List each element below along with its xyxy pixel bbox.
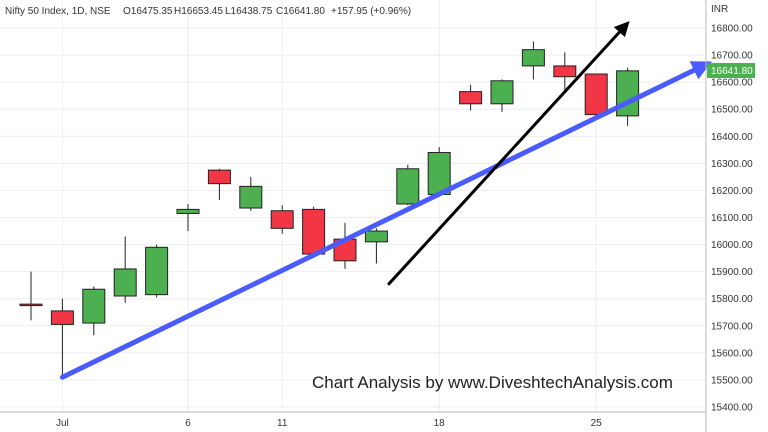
x-tick-label: Jul (56, 418, 69, 429)
candle (50, 298, 74, 378)
candle-body-down (553, 65, 577, 78)
candle (490, 79, 514, 112)
y-tick-label: 15900.00 (711, 267, 753, 278)
y-tick-label: 16100.00 (711, 213, 753, 224)
y-tick-label: 16300.00 (711, 159, 753, 170)
y-tick-label: 16000.00 (711, 240, 753, 251)
candle-body-down (270, 210, 294, 229)
y-tick-label: 16400.00 (711, 132, 753, 143)
candle-body-up (616, 70, 640, 117)
candle (176, 203, 200, 232)
y-tick-label: 15800.00 (711, 294, 753, 305)
candle (396, 164, 420, 206)
high-value: H16653.45 (174, 6, 223, 17)
y-tick-label: 15500.00 (711, 375, 753, 386)
y-tick-label: 16600.00 (711, 78, 753, 89)
currency-label: INR (711, 4, 728, 15)
candle-body-down (207, 169, 231, 185)
candle (207, 168, 231, 200)
current-price-label: 16641.80 (711, 66, 753, 77)
y-tick-label: 16200.00 (711, 186, 753, 197)
candle (459, 84, 483, 111)
grid (0, 0, 706, 412)
y-tick-label: 16500.00 (711, 105, 753, 116)
candle-body-up (364, 230, 388, 243)
candle-body-down (584, 73, 608, 116)
candle (521, 41, 545, 80)
candle-body-up (82, 288, 106, 324)
candle-body-up (396, 168, 420, 205)
change-value: +157.95 (+0.96%) (331, 6, 411, 17)
annotations (59, 21, 712, 380)
candle (113, 236, 137, 303)
black-arrow (387, 21, 630, 286)
y-tick-label: 15700.00 (711, 321, 753, 332)
candle-body-down (50, 310, 74, 325)
candle-body-down (19, 303, 43, 307)
watermark-text: Chart Analysis by www.DiveshtechAnalysis… (312, 373, 673, 392)
candle-body-up (239, 185, 263, 209)
candles (19, 41, 640, 378)
current-price-tag: 16641.80 (707, 63, 755, 78)
open-value: O16475.35 (123, 6, 173, 17)
candle (302, 206, 326, 259)
candle-body-up (490, 80, 514, 105)
candle (553, 52, 577, 91)
candle (19, 271, 43, 321)
candle (82, 286, 106, 336)
candle-body-down (302, 208, 326, 255)
y-tick-label: 16700.00 (711, 51, 753, 62)
low-value: L16438.75 (225, 6, 273, 17)
y-tick-label: 15600.00 (711, 348, 753, 359)
candle-body-up (145, 246, 169, 296)
candle-body-up (176, 208, 200, 214)
x-tick-label: 18 (434, 418, 446, 429)
candle-body-down (459, 91, 483, 105)
candle (270, 205, 294, 234)
candle-body-up (521, 49, 545, 67)
candle (364, 228, 388, 264)
candle (239, 176, 263, 211)
x-ticks: Jul 6 11 18 25 (56, 418, 602, 429)
x-tick-label: 25 (591, 418, 603, 429)
x-tick-label: 11 (277, 418, 288, 429)
candle-body-up (113, 268, 137, 297)
close-value: C16641.80 (276, 6, 325, 17)
candle (584, 73, 608, 118)
candle (145, 244, 169, 298)
symbol-label: Nifty 50 Index, 1D, NSE (5, 6, 111, 17)
y-tick-label: 15400.00 (711, 403, 753, 414)
x-tick-label: 6 (185, 418, 191, 429)
y-ticks: 15400.00 15500.00 15600.00 15700.00 15800.00… (711, 24, 753, 414)
blue-trendline (59, 61, 712, 380)
y-tick-label: 16800.00 (711, 24, 753, 35)
